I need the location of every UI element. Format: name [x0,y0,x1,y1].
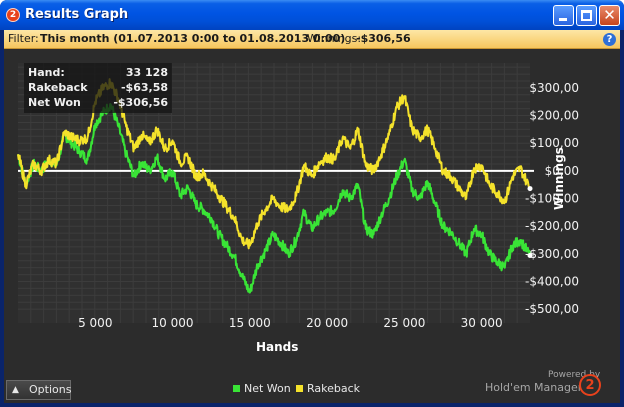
maximize-icon [581,10,592,21]
options-label: Options [29,383,72,396]
legend-label: Net Won [244,382,291,395]
tooltip-value: -$63,58 [120,81,168,94]
filter-value[interactable]: This month (01.07.2013 0:00 to 01.08.201… [40,32,346,45]
x-tick-label: 25 000 [383,316,425,330]
end-markers [527,186,533,259]
powered-by-text: Powered by [548,370,601,380]
tooltip-row-net-won: Net Won -$306,56 [28,96,168,111]
maximize-button[interactable] [576,5,597,26]
winnings-value: -$306,56 [356,32,411,45]
legend-swatch [233,385,240,392]
graph-content: Filter: This month (01.07.2013 0:00 to 0… [4,30,620,403]
series-end-marker [527,186,533,192]
product-name: Hold'em Manager [485,381,583,394]
x-axis-ticks: 5 000 10 000 15 000 20 000 25 000 30 000 [78,316,503,330]
tooltip-value: 33 128 [125,66,168,79]
y-tick-label: $300,00 [529,81,579,95]
x-tick-label: 20 000 [306,316,348,330]
y-tick-label: $0,00 [545,164,579,178]
close-icon: ✕ [603,6,616,24]
y-axis-ticks: $300,00 $200,00 $100,00 $0,00 -$100,00 -$200,… [525,81,579,316]
series-end-marker [527,253,533,259]
x-axis-title: Hands [256,340,299,354]
minimize-icon [559,18,567,21]
y-tick-label: -$500,00 [525,302,579,316]
minimize-button[interactable] [553,5,574,26]
x-tick-label: 10 000 [152,316,194,330]
y-axis-title: Winnings [552,147,566,210]
window-title: Results Graph [25,7,129,22]
tooltip-key: Rakeback [28,81,88,94]
legend-label: Rakeback [307,382,361,395]
hem-logo-icon: 2 [579,374,601,396]
title-bar[interactable]: 2 Results Graph ✕ [0,0,624,30]
branding: Powered by Hold'em Manager 2 [481,370,613,400]
y-tick-label: $200,00 [529,109,579,123]
y-tick-label: -$100,00 [525,192,579,206]
x-tick-label: 30 000 [461,316,503,330]
close-button[interactable]: ✕ [599,5,620,26]
caret-up-icon: ▲ [12,385,19,395]
tooltip-key: Net Won [28,96,81,109]
tooltip-row-rakeback: Rakeback -$63,58 [28,81,168,96]
tooltip-key: Hand: [28,66,65,79]
y-tick-label: -$400,00 [525,275,579,289]
x-tick-label: 5 000 [78,316,112,330]
y-tick-label: $100,00 [529,136,579,150]
hover-tooltip: Hand: 33 128 Rakeback -$63,58 Net Won -$… [24,63,172,113]
filter-bar[interactable]: Filter: This month (01.07.2013 0:00 to 0… [4,30,620,49]
legend-swatch [296,385,303,392]
winnings-label: Winnings: [307,32,362,45]
options-button[interactable]: ▲ Options [6,380,71,400]
tooltip-row-hand: Hand: 33 128 [28,66,168,81]
filter-label: Filter: [8,32,39,45]
x-tick-label: 15 000 [229,316,271,330]
y-tick-label: -$200,00 [525,219,579,233]
help-icon[interactable]: ? [603,33,616,46]
hem-app-icon: 2 [6,8,20,22]
tooltip-value: -$306,56 [113,96,168,109]
y-tick-label: -$300,00 [525,247,579,261]
